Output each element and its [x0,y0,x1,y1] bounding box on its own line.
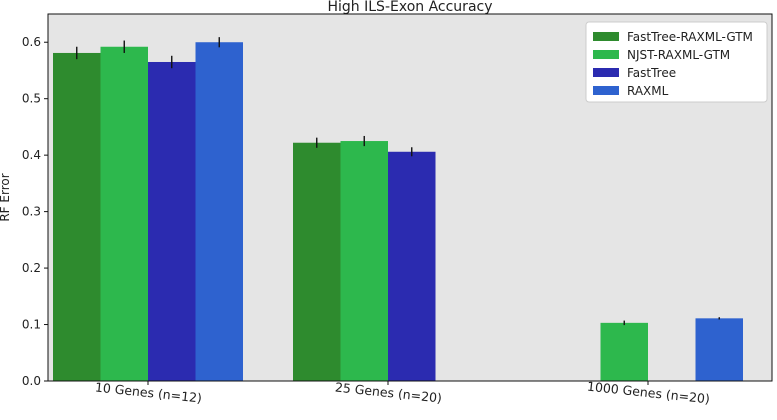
y-tick-label: 0.2 [22,261,41,275]
legend-label: FastTree [627,66,676,80]
bar [100,46,148,382]
bars-group [53,42,743,382]
legend-swatch [593,68,619,77]
legend-swatch [593,86,619,95]
bar [148,61,196,381]
bar [695,318,743,381]
legend-label: NJST-RAXML-GTM [627,48,730,62]
legend-swatch [593,50,619,59]
bar [340,141,388,381]
legend-box [585,21,768,103]
y-axis-label: RF Error [0,173,12,221]
x-axis: 10 Genes (n=12) 25 Genes (n=20) 1000 Genes… [94,379,710,407]
bar [293,142,341,381]
legend-label: RAXML [627,84,669,98]
bar [53,52,101,381]
legend-swatch [593,32,619,41]
y-tick-label: 0.0 [22,374,41,388]
y-tick-label: 0.6 [22,35,41,49]
chart-title: High ILS-Exon Accuracy [328,0,493,15]
y-tick-label: 0.4 [22,148,41,162]
legend: FastTree-RAXML-GTM NJST-RAXML-GTM FastTree… [585,21,768,103]
y-tick-label: 0.5 [22,92,41,106]
bar [195,42,243,381]
error-bars-group [76,37,720,326]
y-tick-label: 0.1 [22,318,41,332]
y-tick-label: 0.3 [22,205,41,219]
bar [600,322,648,381]
bar [388,151,436,381]
y-axis: 0.0 0.1 0.2 0.3 0.4 0.5 0.6 [22,35,48,388]
plot-frame [47,13,773,382]
legend-label: FastTree-RAXML-GTM [627,30,753,44]
